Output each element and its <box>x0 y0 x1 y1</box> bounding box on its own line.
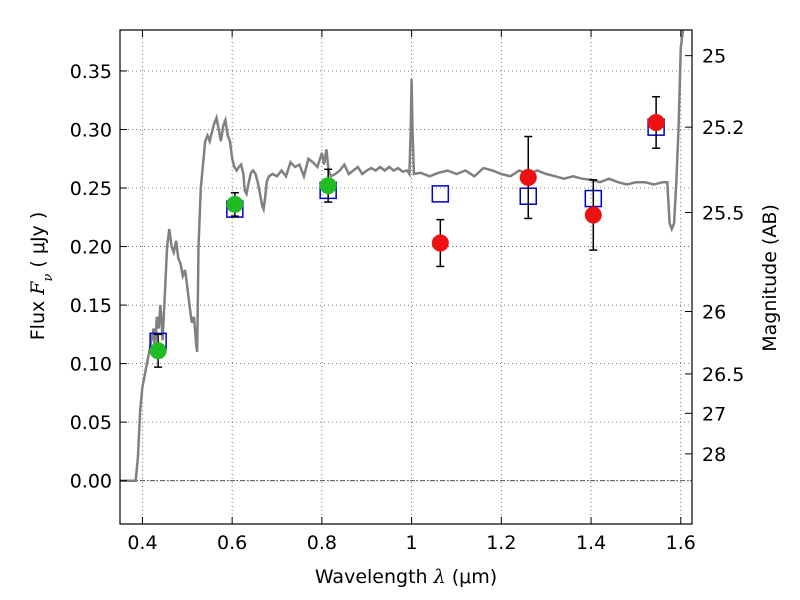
mag-tick-label: 25 <box>702 46 726 68</box>
y-tick-label: 0.30 <box>70 120 112 142</box>
y-tick-label: 0.25 <box>70 178 112 200</box>
observed-point-red <box>431 234 449 252</box>
mag-tick-label: 27 <box>702 403 726 425</box>
x-tick-label: 1.2 <box>486 532 516 554</box>
observed-point-red <box>519 168 537 186</box>
mag-tick-label: 25.2 <box>702 117 744 139</box>
x-tick-label: 1.4 <box>576 532 606 554</box>
observed-point-red <box>647 113 665 131</box>
x-tick-label: 1.6 <box>666 532 696 554</box>
y-axis-label: Flux Fν ( μJy ) <box>27 212 56 341</box>
grid-lines <box>120 30 692 524</box>
model-points <box>149 118 665 351</box>
observed-point-red <box>584 206 602 224</box>
model-spectrum-line <box>120 29 685 482</box>
observed-point-green <box>149 342 167 360</box>
y-tick-label: 0.05 <box>70 412 112 434</box>
mag-tick-label: 26 <box>702 301 726 323</box>
plot-frame <box>119 29 693 525</box>
x-tick-label: 1 <box>406 532 418 554</box>
y-tick-label: 0.15 <box>70 295 112 317</box>
mag-tick-label: 28 <box>702 444 726 466</box>
model-point-square <box>431 185 450 203</box>
observed-point-green <box>226 195 244 213</box>
mag-tick-label: 26.5 <box>702 364 744 386</box>
y-tick-label: 0.10 <box>70 354 112 376</box>
y-tick-label: 0.20 <box>70 237 112 259</box>
x-tick-label: 0.8 <box>307 532 337 554</box>
mag-tick-label: 25.5 <box>702 203 744 225</box>
x-tick-label: 0.6 <box>217 532 247 554</box>
observed-points <box>149 95 665 368</box>
x-tick-label: 0.4 <box>127 532 157 554</box>
x-axis-label: Wavelength λ (μm) <box>315 566 497 588</box>
y-tick-label: 0.00 <box>70 471 112 493</box>
y-tick-label: 0.35 <box>70 61 112 83</box>
axis-ticks: 0.4 0.6 0.8 1 1.2 1.4 1.6 0.00 0.05 0.10 0.15 0.20 0… <box>70 30 744 554</box>
observed-point-green <box>319 177 337 195</box>
magnitude-axis-label: Magnitude (AB) <box>759 204 781 352</box>
